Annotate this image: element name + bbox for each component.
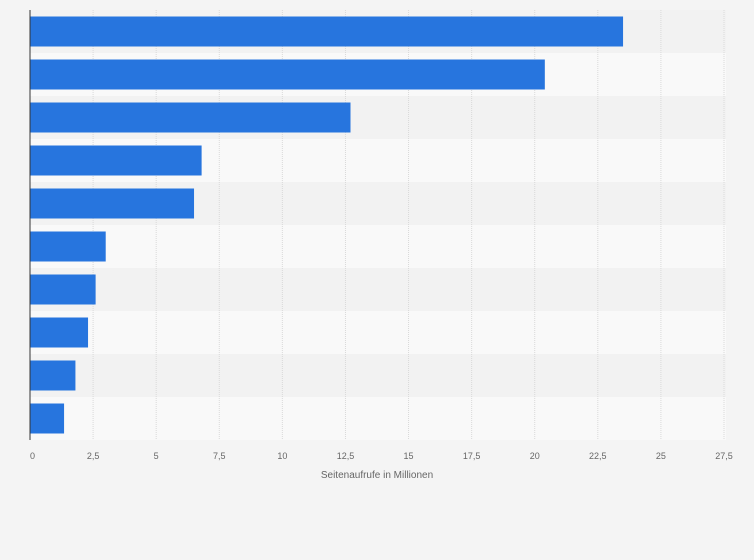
x-tick-label: 22,5 bbox=[589, 451, 607, 461]
x-tick-label: 17,5 bbox=[463, 451, 481, 461]
gridlines bbox=[92, 10, 725, 440]
row-band bbox=[30, 311, 726, 354]
bar bbox=[30, 403, 65, 434]
bar bbox=[30, 16, 624, 47]
bar bbox=[30, 59, 545, 90]
row-band bbox=[30, 225, 726, 268]
x-tick-label: 12,5 bbox=[337, 451, 355, 461]
x-tick-label: 7,5 bbox=[213, 451, 226, 461]
x-tick-label: 20 bbox=[530, 451, 540, 461]
x-tick-label: 27,5 bbox=[715, 451, 733, 461]
x-tick-label: 5 bbox=[154, 451, 159, 461]
bar bbox=[30, 360, 76, 391]
x-tick-label: 15 bbox=[404, 451, 414, 461]
x-tick-label: 0 bbox=[30, 451, 35, 461]
bar bbox=[30, 317, 89, 348]
bar bbox=[30, 145, 202, 176]
row-band bbox=[30, 354, 726, 397]
x-tick-label: 25 bbox=[656, 451, 666, 461]
bar bbox=[30, 102, 351, 133]
x-tick-label: 2,5 bbox=[87, 451, 100, 461]
x-axis-label: Seitenaufrufe in Millionen bbox=[321, 470, 433, 481]
bar bbox=[30, 231, 106, 262]
row-band bbox=[30, 268, 726, 311]
bars bbox=[30, 16, 624, 434]
x-axis-ticks: 0 2,5 5 7,5 10 12,5 15 17,5 20 22,5 25 27,5 bbox=[30, 451, 733, 461]
x-tick-label: 10 bbox=[277, 451, 287, 461]
bar bbox=[30, 274, 96, 305]
row-band bbox=[30, 397, 726, 440]
bar bbox=[30, 188, 195, 219]
